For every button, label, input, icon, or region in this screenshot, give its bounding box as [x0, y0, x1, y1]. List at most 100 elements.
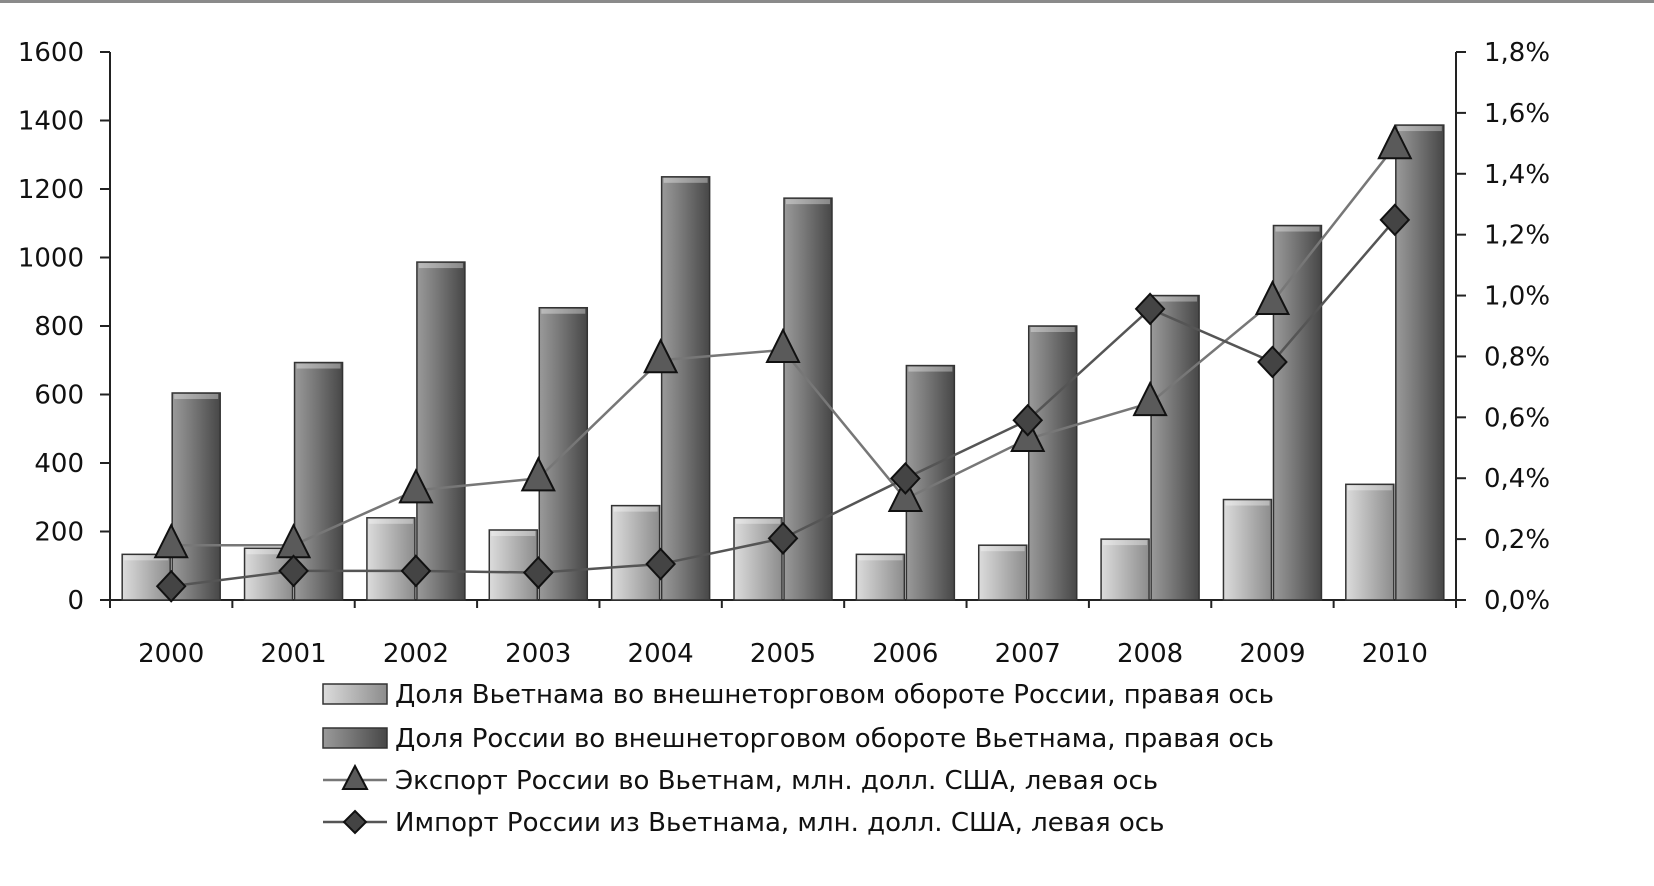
bar-top-highlight	[541, 308, 586, 314]
export-point-triangle	[887, 476, 923, 512]
legend: Доля Вьетнама во внешнеторговом обороте …	[322, 680, 1274, 838]
left-axis-tick-label: 600	[34, 381, 84, 411]
bar-vietnam-share	[366, 517, 416, 601]
bar-top-highlight	[1397, 126, 1442, 132]
x-axis-tick-label: 2005	[750, 639, 816, 669]
bar-russia-share	[293, 361, 344, 601]
bar-top-highlight	[418, 263, 463, 269]
bar-top-highlight	[124, 555, 169, 561]
bar-top-highlight	[174, 393, 219, 399]
bar-top-highlight	[1225, 500, 1270, 506]
export-point-triangle	[1377, 123, 1413, 160]
right-axis-tick-label: 0,4%	[1484, 464, 1550, 494]
bar-vietnam-share	[1100, 538, 1150, 601]
bar-vietnam-share	[1345, 483, 1395, 601]
import-point-diamond	[1379, 203, 1411, 237]
legend-swatch-bar	[322, 727, 388, 749]
bar-top-highlight	[908, 366, 953, 372]
left-axis-tick-label: 800	[34, 312, 84, 342]
import-point-diamond	[889, 461, 921, 495]
bar-russia-share	[1272, 224, 1323, 601]
legend-label: Импорт России из Вьетнама, млн. долл. СШ…	[395, 808, 1164, 838]
bar-vietnam-share	[1222, 498, 1273, 601]
bar-vietnam-share	[610, 504, 661, 601]
bar-top-highlight	[663, 177, 708, 183]
export-point-triangle	[765, 327, 801, 363]
left-axis-tick-label: 400	[34, 449, 84, 479]
export-point-triangle	[153, 522, 189, 559]
left-axis-tick-label: 200	[34, 518, 84, 548]
legend-triangle-marker	[341, 763, 369, 790]
bar-russia-share	[416, 261, 466, 601]
left-axis-tick-label: 1600	[18, 38, 84, 68]
lines-group	[153, 123, 1413, 603]
export-point-triangle	[643, 338, 679, 374]
bar-top-highlight	[786, 199, 830, 205]
legend-label: Доля России во внешнеторговом обороте Вь…	[395, 724, 1274, 754]
bar-russia-share	[1395, 124, 1445, 601]
bar-russia-share	[1027, 325, 1078, 601]
bar-vietnam-share	[733, 517, 783, 601]
bars-group	[121, 124, 1445, 601]
right-axis-tick-label: 1,8%	[1484, 38, 1550, 68]
x-axis-tick-label: 2000	[138, 639, 204, 669]
bar-top-highlight	[736, 518, 780, 524]
bar-top-highlight	[1275, 226, 1320, 232]
x-axis-tick-label: 2002	[383, 639, 449, 669]
bar-top-highlight	[1030, 327, 1075, 332]
export-point-triangle	[1132, 380, 1168, 417]
x-axis-tick-label: 2004	[628, 639, 694, 669]
import-point-diamond	[155, 569, 187, 603]
right-axis-tick-label: 0,2%	[1484, 525, 1550, 555]
import-point-diamond	[1012, 403, 1044, 437]
legend-diamond-marker	[342, 809, 368, 835]
bar-top-highlight	[1347, 485, 1392, 491]
bar-top-highlight	[246, 549, 291, 555]
x-axis-tick-label: 2006	[872, 639, 938, 669]
bar-top-highlight	[613, 506, 658, 512]
export-point-triangle	[1254, 279, 1291, 316]
x-axis-tick-label: 2009	[1239, 639, 1305, 669]
export-point-triangle	[398, 468, 434, 504]
bar-top-highlight	[296, 363, 341, 369]
import-point-diamond	[278, 554, 309, 588]
right-axis-tick-label: 0,0%	[1484, 586, 1550, 616]
right-axis-tick-label: 1,4%	[1484, 160, 1550, 190]
import-point-diamond	[1257, 345, 1288, 379]
right-axis-tick-label: 1,0%	[1484, 282, 1550, 312]
import-point-diamond	[767, 521, 799, 555]
x-axis-tick-label: 2001	[260, 639, 326, 669]
right-axis-tick-label: 1,2%	[1484, 221, 1550, 251]
bar-russia-share	[660, 176, 711, 601]
legend-label: Экспорт России во Вьетнам, млн. долл. СШ…	[395, 766, 1158, 796]
right-axis-tick-label: 0,8%	[1484, 342, 1550, 372]
bar-top-highlight	[980, 546, 1025, 552]
bar-top-highlight	[1103, 540, 1148, 546]
x-axis-tick-label: 2010	[1362, 639, 1428, 669]
left-axis-tick-label: 1400	[18, 107, 84, 137]
import-point-diamond	[1134, 292, 1166, 326]
export-point-triangle	[520, 456, 556, 492]
right-axis-tick-label: 1,6%	[1484, 99, 1550, 129]
x-axis-tick-label: 2008	[1117, 639, 1183, 669]
import-point-diamond	[400, 554, 432, 588]
legend-swatch-bar	[322, 683, 388, 705]
bar-vietnam-share	[977, 544, 1028, 601]
bar-top-highlight	[1153, 296, 1198, 302]
x-axis-tick-label: 2007	[995, 639, 1061, 669]
top-border-rule	[0, 0, 1654, 3]
bar-russia-share	[1150, 294, 1200, 601]
left-axis-tick-label: 1200	[18, 175, 84, 205]
x-axis-tick-label: 2003	[505, 639, 571, 669]
import-point-diamond	[522, 556, 554, 590]
legend-label: Доля Вьетнама во внешнеторговом обороте …	[395, 680, 1274, 710]
bar-vietnam-share	[855, 553, 906, 601]
axes-group: 0 200 400 600 800 1000 1200 1400 1600 0,0% 0,2% 0,4…	[18, 38, 1550, 669]
import-point-diamond	[645, 547, 677, 581]
left-axis-tick-label: 1000	[18, 244, 84, 274]
left-axis-tick-label: 0	[67, 586, 84, 616]
bar-russia-share	[171, 392, 221, 601]
bar-top-highlight	[368, 518, 413, 524]
bar-top-highlight	[858, 555, 903, 561]
